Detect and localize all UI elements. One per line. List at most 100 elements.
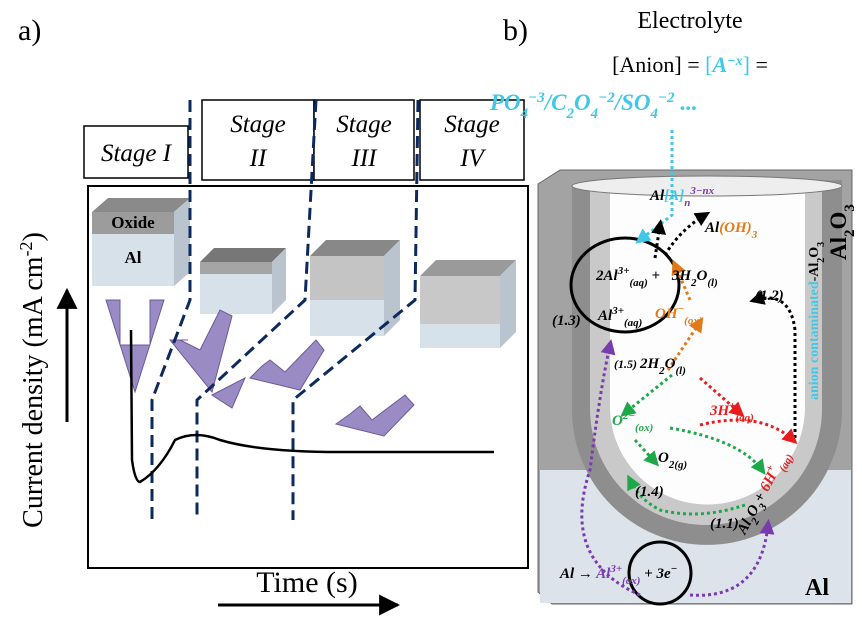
step-label: (1.1) (710, 516, 739, 532)
oxide-layer (200, 262, 272, 274)
text: 3+ (611, 305, 624, 317)
text: 2Al (595, 268, 619, 284)
text: ] (743, 52, 750, 77)
text: (aq) (629, 277, 647, 289)
x-axis-label: Time (s) (256, 566, 357, 599)
arrow (106, 300, 164, 392)
anion-label: [Anion] = [A−x] = (612, 52, 768, 77)
arrow (212, 378, 245, 408)
metal-label: Al (805, 575, 829, 601)
cube-stage-1 (92, 198, 190, 286)
text: (aq) (735, 412, 753, 424)
stage-label: Stage (336, 111, 392, 138)
cube-stage-2 (200, 248, 286, 314)
text: Al (595, 566, 611, 582)
text: 3+ (609, 563, 622, 575)
text: Current density (mA cm (18, 256, 49, 528)
text: PO (489, 90, 521, 115)
electrolyte-label: Electrolyte (637, 8, 742, 34)
stage-label: II (249, 145, 268, 172)
y-axis-label: Current density (mA cm-2) (16, 232, 49, 528)
text: Al (826, 237, 851, 260)
stage-label: Stage (444, 111, 500, 138)
text: 2 (842, 230, 858, 238)
step-label: (1.4) (635, 484, 664, 500)
text: −3 (528, 90, 545, 106)
text: [Anion] = (612, 52, 705, 77)
text: [A] (664, 188, 684, 204)
text: Al (704, 220, 720, 236)
cube-top (92, 198, 190, 212)
text: 3H (671, 268, 693, 284)
text: (l) (676, 365, 686, 377)
text: 2− (622, 410, 635, 422)
text: anion contaminated (807, 281, 822, 400)
metal-layer (420, 324, 500, 348)
text: 4 (650, 106, 659, 122)
text: (aq) (624, 317, 642, 329)
text: 3 (816, 242, 827, 247)
stage-label: Stage (230, 111, 286, 138)
step-label: (1.3) (552, 313, 581, 329)
text: /C (543, 90, 567, 115)
text: O (807, 247, 822, 258)
text: O (826, 212, 851, 230)
step-label: (1.2) (755, 288, 784, 304)
text: O (697, 268, 708, 284)
figure: a) Stage I Stage II Stage III Stage IV O… (0, 0, 862, 619)
text: (ox) (622, 575, 640, 587)
text: Al → (559, 566, 596, 582)
text: OH (655, 306, 679, 322)
text: 3 (842, 204, 858, 212)
text: 3H (709, 403, 731, 419)
cube-top (420, 260, 516, 276)
text: O (574, 90, 591, 115)
oxide-layer (310, 256, 384, 300)
cube-side (174, 198, 190, 286)
stage-label: IV (459, 145, 486, 172)
text: = (750, 52, 768, 77)
stage-label: III (351, 145, 379, 172)
text: O (658, 450, 669, 466)
text: ... (675, 90, 698, 115)
text: 2H (639, 356, 661, 372)
text: + (729, 400, 735, 412)
text: [ (705, 52, 712, 77)
text: (l) (707, 277, 717, 289)
text: (1.5) (614, 357, 640, 371)
pore-diagram (538, 170, 852, 604)
stage-label: Stage I (101, 140, 173, 167)
text: −x (727, 54, 742, 69)
text: n (684, 197, 690, 209)
text: (ox) (684, 315, 702, 327)
text: 2(g) (668, 459, 687, 471)
text: 4 (520, 106, 529, 122)
text: 4 (590, 106, 599, 122)
cube-label: Al (125, 248, 142, 267)
panel-label: a) (18, 14, 41, 47)
text: − (671, 563, 678, 575)
text: -2 (16, 241, 36, 256)
anion-types: PO4−3/C2O4−2/SO4−2 ... (489, 90, 698, 122)
text: (OH) (719, 220, 752, 236)
panel-label: b) (503, 14, 528, 47)
text: + 3e (640, 566, 671, 582)
text: 3 (751, 229, 758, 241)
metal-layer (200, 274, 272, 314)
text: A (710, 52, 727, 77)
text: O (612, 413, 623, 429)
text: O (665, 356, 676, 372)
text: Al (649, 188, 665, 204)
text: 3+ (617, 265, 630, 277)
cube-stage-4 (420, 260, 516, 348)
arrow (336, 395, 414, 436)
text: −2 (598, 90, 615, 106)
arrow (170, 310, 232, 392)
text: − (678, 303, 685, 315)
text: + (648, 268, 664, 284)
text: 3−nx (689, 185, 714, 197)
text: Al (597, 308, 613, 324)
text: −2 (658, 90, 675, 106)
text: ) (18, 232, 49, 241)
cube-label: Oxide (111, 213, 155, 232)
